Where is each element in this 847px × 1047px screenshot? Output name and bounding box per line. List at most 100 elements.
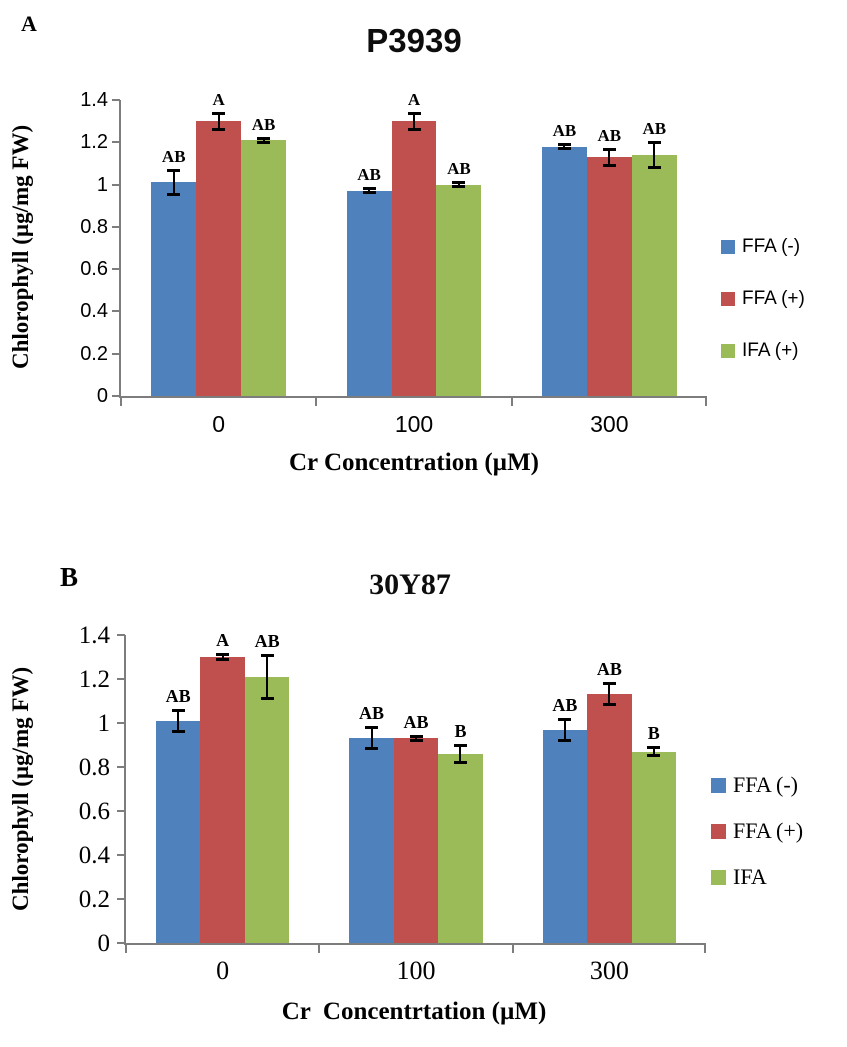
y-tick-label: 0.2 (80, 342, 108, 365)
significance-letter: AB (642, 119, 667, 139)
y-tick (117, 809, 125, 812)
x-tick (704, 944, 706, 953)
x-tick (510, 397, 513, 406)
error-bar-bottom-cap (167, 193, 181, 197)
significance-letter: AB (447, 159, 471, 179)
significance-letter: AB (165, 685, 191, 706)
error-bar-top-cap (452, 181, 466, 185)
significance-letter: AB (254, 630, 280, 651)
bar-ffa-300 (587, 694, 632, 943)
legend-item: IFA (+) (721, 341, 805, 360)
legend-swatch (711, 869, 726, 885)
error-bar (370, 727, 373, 750)
significance-letter: AB (359, 703, 385, 724)
error-bar (221, 654, 224, 660)
significance-letter: A (212, 89, 225, 109)
error-bar-top-cap (602, 682, 616, 686)
error-bar (457, 182, 460, 188)
panel-b-legend: FFA (-) FFA (+) IFA (711, 774, 803, 912)
error-bar-bottom-cap (647, 754, 661, 757)
error-bar-bottom-cap (453, 760, 467, 764)
y-tick (117, 766, 125, 768)
y-tick (117, 942, 125, 944)
error-bar-top-cap (558, 717, 572, 721)
y-tick-label: 1.4 (78, 622, 110, 649)
y-tick (112, 352, 120, 355)
y-tick (112, 99, 120, 101)
panel-a-legend: FFA (-) FFA (+) IFA (+) (721, 237, 805, 393)
panel-b-letter: B (60, 562, 79, 592)
error-bar-bottom-cap (558, 738, 572, 742)
error-bar-top-cap (409, 734, 423, 738)
bar-ffa-0 (200, 657, 245, 943)
significance-letter: AB (552, 694, 578, 715)
error-bar (608, 683, 611, 706)
bar-ffa-300 (542, 729, 588, 943)
x-tick-label: 0 (212, 411, 226, 437)
error-bar-top-cap (216, 653, 230, 657)
error-bar-top-cap (602, 147, 616, 151)
y-tick (117, 721, 125, 724)
y-tick (117, 898, 125, 900)
error-bar-top-cap (212, 111, 226, 115)
error-bar-top-cap (260, 653, 274, 657)
error-bar-bottom-cap (602, 163, 616, 167)
error-bar (172, 169, 175, 196)
legend-item: FFA (-) (721, 237, 805, 256)
panel-b-title: 30Y87 (369, 568, 451, 601)
error-bar-bottom-cap (452, 185, 466, 189)
x-tick-label: 100 (394, 411, 434, 437)
y-tick-label: 0.4 (78, 842, 110, 869)
legend-label: FFA (-) (733, 772, 798, 797)
error-bar-bottom-cap (602, 703, 616, 707)
significance-letter: AB (161, 146, 186, 166)
significance-letter: AB (251, 114, 276, 134)
y-tick (112, 268, 120, 271)
legend-swatch (721, 291, 735, 306)
x-tick (125, 944, 127, 953)
bar-ffa-300 (541, 146, 587, 396)
error-bar-bottom-cap (171, 729, 185, 733)
panel-a-y-axis-label: Chlorophyll (µg/mg FW) (8, 124, 33, 370)
error-bar-top-cap (453, 744, 467, 747)
y-tick-label: 0.6 (78, 797, 110, 825)
significance-letter: AB (357, 165, 381, 185)
bar-ffa-100 (391, 121, 437, 396)
y-tick (112, 395, 120, 397)
y-tick (112, 183, 120, 186)
y-tick-label: 0.2 (78, 886, 110, 913)
error-bar-bottom-cap (216, 657, 230, 661)
x-tick-label: 100 (396, 956, 436, 985)
significance-letter: B (647, 723, 660, 744)
error-bar-bottom-cap (362, 191, 376, 195)
error-bar-top-cap (407, 111, 421, 115)
error-bar-top-cap (257, 136, 271, 140)
legend-item: FFA (-) (711, 774, 803, 796)
bar-ffa-100 (346, 190, 392, 396)
y-tick-label: 0.8 (80, 215, 108, 238)
error-bar-bottom-cap (212, 127, 226, 131)
error-bar (415, 735, 417, 742)
y-tick (112, 225, 120, 228)
bar-ffa-300 (586, 157, 632, 396)
x-tick-label: 0 (216, 956, 230, 985)
significance-letter: AB (596, 659, 622, 680)
error-bar (413, 112, 415, 130)
error-bar-bottom-cap (260, 696, 274, 700)
bar-ifa-300 (631, 751, 677, 943)
significance-letter: A (216, 630, 230, 651)
legend-item: IFA (711, 866, 803, 888)
x-tick (705, 397, 707, 406)
error-bar (368, 188, 371, 194)
bar-ifa-300 (631, 154, 677, 396)
y-tick-label: 1.4 (80, 89, 108, 111)
error-bar-top-cap (365, 726, 379, 730)
panel-b-plot-area: 0 0.2 0.4 0.6 0.8 1 1.2 1.4 0 100 300 AB AB AB A AB AB AB… (79, 623, 706, 984)
y-tick-label: 0.4 (80, 300, 108, 323)
error-bar-bottom-cap (257, 140, 271, 144)
error-bar-bottom-cap (407, 127, 421, 131)
error-bar (608, 148, 611, 166)
y-tick-label: 1.2 (78, 665, 110, 693)
x-tick (511, 944, 514, 953)
